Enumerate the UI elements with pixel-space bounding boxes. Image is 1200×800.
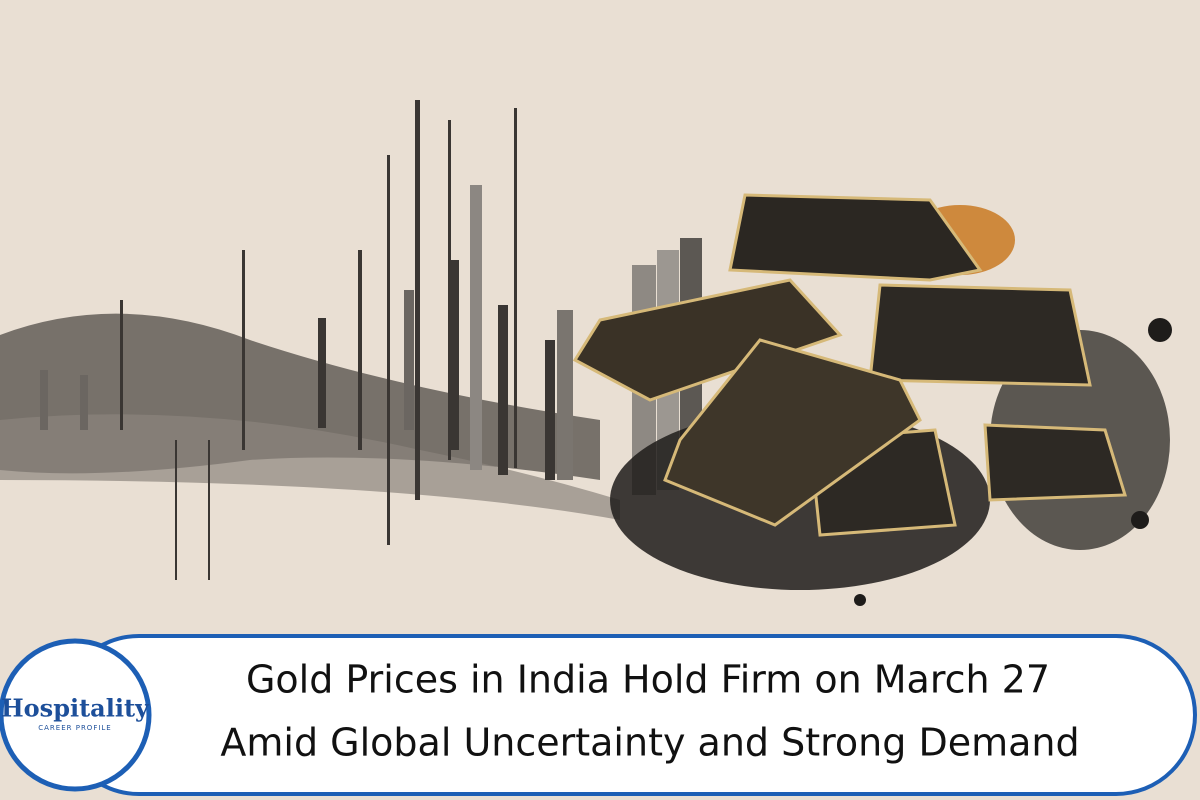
illustration (0, 100, 1172, 606)
banner: Gold Prices in India Hold Firm on March … (58, 634, 1197, 796)
logo-name: Hospitality (1, 694, 150, 723)
logo-ring (0, 638, 152, 792)
logo-tagline: CAREER PROFILE (38, 724, 111, 732)
headline-line: Gold Prices in India Hold Firm on March … (246, 658, 1050, 702)
gold-bars (572, 193, 1128, 537)
headline-line: Amid Global Uncertainty and Strong Deman… (220, 721, 1079, 765)
logo: Hospitality CAREER PROFILE (0, 638, 152, 792)
hill-shadow (0, 414, 620, 520)
